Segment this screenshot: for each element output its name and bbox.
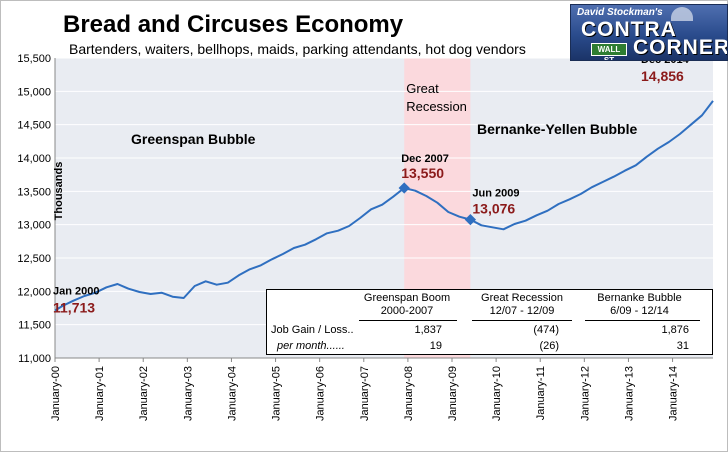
- table-header-greenspan: Greenspan Boom 2000-2007: [357, 292, 457, 318]
- table-header-line1: Greenspan Boom: [363, 292, 451, 304]
- y-tick-label: 13,000: [17, 220, 51, 232]
- x-tick-label: January-05: [271, 366, 283, 421]
- annotation-value: 11,713: [53, 299, 95, 315]
- table-header-line2: 2000-2007: [380, 305, 434, 317]
- y-tick-label: 12,500: [17, 253, 51, 265]
- y-tick-label: 11,000: [18, 353, 51, 365]
- x-tick-label: January-01: [94, 366, 106, 421]
- y-tick-label: 14,500: [17, 120, 51, 132]
- header-underline: [585, 320, 700, 321]
- y-tick-label: 15,000: [17, 86, 51, 98]
- annotation-value: 13,076: [472, 201, 515, 217]
- capitol-dome-icon: [671, 7, 693, 21]
- x-tick-label: January-06: [315, 366, 327, 421]
- x-tick-label: January-03: [182, 366, 194, 421]
- y-tick-label: 13,500: [17, 186, 51, 198]
- y-tick-label: 15,500: [17, 53, 51, 65]
- x-tick-label: January-04: [226, 366, 238, 421]
- table-cell: 1,837: [414, 324, 442, 336]
- table-cell: 31: [676, 340, 689, 352]
- region-label-greenspan: Greenspan Bubble: [131, 131, 256, 147]
- table-header-bernanke: Bernanke Bubble 6/09 - 12/14: [577, 292, 702, 318]
- header-underline: [472, 320, 572, 321]
- table-header-line1: Bernanke Bubble: [597, 292, 682, 304]
- x-tick-label: January-10: [491, 366, 503, 421]
- annotation-date: Dec 2007: [401, 153, 449, 165]
- street-sign-icon: WALL ST: [591, 43, 627, 60]
- chart-title: Bread and Circuses Economy: [63, 11, 404, 38]
- header-underline: [359, 320, 457, 321]
- annotation-marker: [398, 182, 410, 194]
- employment-line: [54, 100, 714, 312]
- recession-label: Great: [406, 81, 439, 96]
- x-tick-label: January-14: [668, 366, 680, 421]
- table-header-line2: 12/07 - 12/09: [489, 305, 555, 317]
- y-axis-title: Thousands: [53, 162, 65, 221]
- contra-corner-logo: David Stockman's CONTRA WALL ST CORNER: [570, 4, 728, 61]
- chart-subtitle: Bartenders, waiters, bellhops, maids, pa…: [69, 41, 526, 57]
- table-row-label: Job Gain / Loss..: [271, 324, 354, 336]
- job-gain-table: Greenspan Boom 2000-2007 Great Recession…: [266, 289, 713, 355]
- x-tick-label: January-00: [50, 366, 62, 421]
- table-header-line2: 6/09 - 12/14: [610, 305, 669, 317]
- annotation-marker: [464, 213, 477, 226]
- table-row-label: per month......: [277, 340, 345, 352]
- x-tick-label: January-12: [579, 366, 591, 421]
- table-header-line1: Great Recession: [481, 292, 563, 304]
- y-tick-label: 12,000: [17, 286, 51, 298]
- annotation-value: 13,550: [401, 165, 444, 181]
- region-label-bernanke: Bernanke-Yellen Bubble: [477, 121, 637, 137]
- annotation-value: 14,856: [641, 68, 684, 84]
- annotation-date: Jun 2009: [472, 188, 519, 200]
- table-cell: 1,876: [661, 324, 689, 336]
- logo-byline: David Stockman's: [577, 7, 663, 18]
- x-tick-label: January-11: [535, 366, 547, 420]
- x-tick-label: January-08: [403, 366, 415, 421]
- logo-word-1: CONTRA: [581, 18, 677, 41]
- y-tick-label: 14,000: [17, 153, 51, 165]
- x-tick-label: January-02: [138, 366, 150, 421]
- logo-word-2: CORNER: [633, 36, 728, 59]
- x-tick-label: January-09: [447, 366, 459, 421]
- table-cell: (474): [533, 324, 559, 336]
- x-tick-label: January-07: [359, 366, 371, 421]
- table-cell: (26): [539, 340, 559, 352]
- y-tick-label: 11,500: [18, 320, 51, 332]
- table-cell: 19: [429, 340, 442, 352]
- table-header-recession: Great Recession 12/07 - 12/09: [467, 292, 577, 318]
- recession-label: Recession: [406, 99, 467, 114]
- annotation-date: Jan 2000: [53, 285, 99, 297]
- x-tick-label: January-13: [623, 366, 635, 421]
